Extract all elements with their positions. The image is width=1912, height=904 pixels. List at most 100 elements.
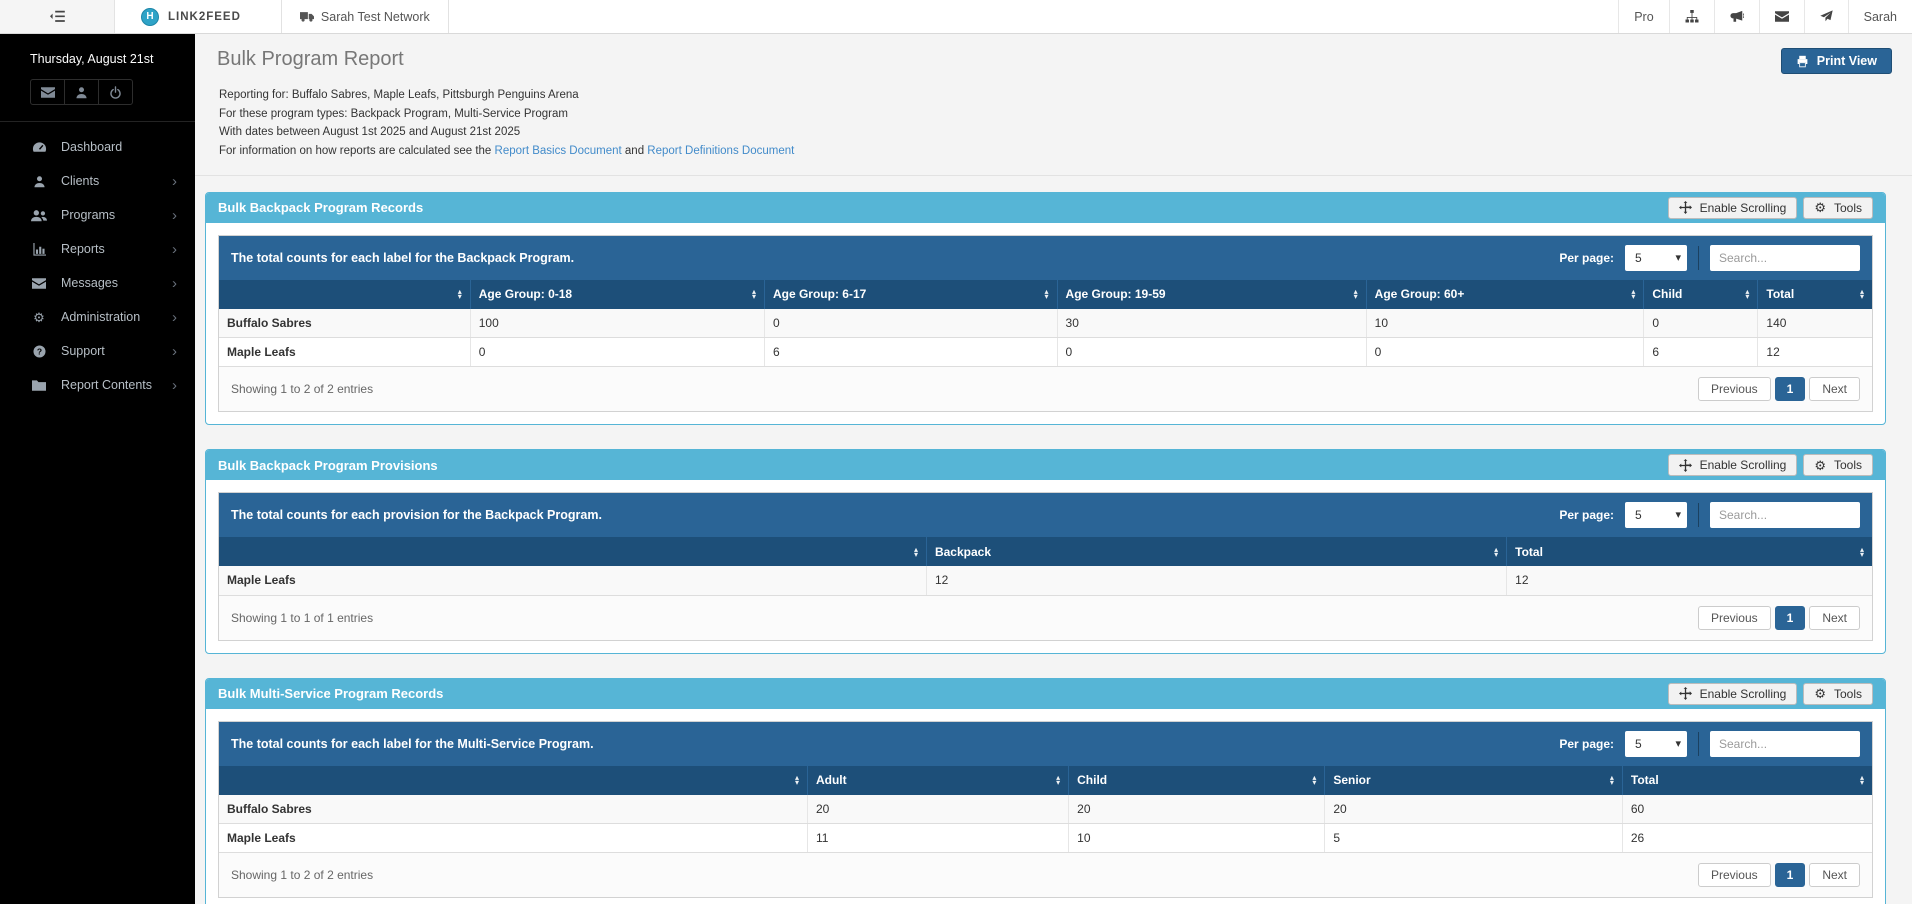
report-info-line: For these program types: Backpack Progra…: [219, 107, 568, 120]
megaphone-icon: [1730, 10, 1744, 23]
column-header[interactable]: Age Group: 19-59 ▴ ▾: [1056, 279, 1367, 309]
column-header[interactable]: Age Group: 60+ ▴ ▾: [1365, 279, 1644, 309]
table-cell: 5: [1324, 823, 1623, 853]
sidebar-item-report-contents[interactable]: Report Contents ›: [0, 368, 195, 402]
table-cell: 60: [1621, 794, 1872, 824]
sidebar-item-support[interactable]: ? Support ›: [0, 334, 195, 368]
per-page-label: Per page:: [1559, 736, 1614, 751]
column-header[interactable]: Age Group: 0-18 ▴ ▾: [469, 279, 765, 309]
network-tab[interactable]: Sarah Test Network: [280, 0, 449, 33]
per-page-select[interactable]: 5: [1625, 730, 1687, 757]
controls-divider: [1698, 245, 1699, 270]
brand: H LINK2FEED: [115, 0, 281, 33]
chevron-right-icon: ›: [172, 342, 177, 360]
panel-bulk-multi-service-program-records: Bulk Multi-Service Program Records Enable…: [205, 677, 1886, 904]
sidebar-quick-actions: [30, 79, 133, 105]
column-header[interactable]: Child ▴ ▾: [1643, 279, 1758, 309]
column-header[interactable]: Adult ▴ ▾: [806, 765, 1069, 795]
envelope-quick-button[interactable]: [30, 79, 65, 105]
report-definitions-link[interactable]: Report Definitions Document: [647, 144, 795, 157]
page-1-button[interactable]: 1: [1774, 377, 1806, 401]
sidebar-item-label: Support: [61, 344, 105, 358]
per-page-select[interactable]: 5: [1625, 244, 1687, 271]
sitemap-menu-item[interactable]: [1668, 0, 1714, 33]
column-header[interactable]: Senior ▴ ▾: [1324, 765, 1623, 795]
enable-scrolling-button[interactable]: Enable Scrolling: [1667, 454, 1798, 476]
column-header[interactable]: ▴ ▾: [219, 279, 471, 309]
next-page-button[interactable]: Next: [1809, 605, 1860, 630]
column-header[interactable]: Backpack ▴ ▾: [925, 537, 1507, 566]
folder-icon: [30, 379, 48, 391]
previous-page-button[interactable]: Previous: [1697, 605, 1771, 630]
column-header[interactable]: Total ▴ ▾: [1621, 765, 1872, 795]
search-input[interactable]: [1710, 502, 1860, 528]
sort-icon: ▴ ▾: [1609, 773, 1614, 787]
search-input[interactable]: [1710, 730, 1860, 757]
tools-button[interactable]: ⚙ Tools: [1803, 682, 1873, 705]
envelope-menu-item[interactable]: [1758, 0, 1804, 33]
tools-button[interactable]: ⚙ Tools: [1803, 454, 1873, 476]
column-header[interactable]: ▴ ▾: [219, 765, 808, 795]
enable-scrolling-button[interactable]: Enable Scrolling: [1667, 682, 1798, 705]
sidebar-item-dashboard[interactable]: Dashboard: [0, 130, 195, 164]
page-1-button[interactable]: 1: [1774, 605, 1806, 630]
enable-scrolling-button[interactable]: Enable Scrolling: [1667, 196, 1798, 219]
previous-page-button[interactable]: Previous: [1697, 863, 1771, 887]
data-table: ▴ ▾ Backpack ▴ ▾ Total ▴ ▾ Maple Leafs 12 12: [219, 537, 1872, 596]
user-quick-button[interactable]: [64, 79, 99, 105]
printer-icon: [1796, 55, 1809, 68]
sort-icon: ▴ ▾: [1056, 773, 1061, 787]
chevron-right-icon: ›: [172, 172, 177, 190]
previous-page-button[interactable]: Previous: [1697, 377, 1771, 401]
table-cell: 6: [763, 337, 1058, 367]
tools-label: Tools: [1833, 686, 1862, 701]
table-cell: 0: [1365, 337, 1644, 367]
enable-scrolling-label: Enable Scrolling: [1699, 200, 1787, 215]
sort-icon: ▴ ▾: [1859, 544, 1864, 559]
sidebar-menu: Dashboard Clients › Programs › Reports › Messag…: [0, 121, 195, 402]
panel-bulk-backpack-program-records: Bulk Backpack Program Records Enable Scro…: [205, 191, 1886, 425]
sidebar-item-label: Administration: [61, 310, 141, 324]
user-menu[interactable]: Sarah: [1847, 0, 1912, 33]
print-view-label: Print View: [1816, 54, 1877, 68]
page-1-button[interactable]: 1: [1774, 863, 1806, 887]
next-page-button[interactable]: Next: [1809, 377, 1860, 401]
report-basics-link[interactable]: Report Basics Document: [494, 144, 622, 157]
sidebar-item-label: Reports: [61, 242, 105, 256]
print-view-button[interactable]: Print View: [1780, 48, 1892, 74]
report-info-text: For information on how reports are calcu…: [219, 144, 495, 157]
search-input[interactable]: [1710, 244, 1860, 271]
next-page-button[interactable]: Next: [1809, 863, 1860, 887]
sort-icon: ▴ ▾: [913, 544, 918, 559]
paper-plane-menu-item[interactable]: [1803, 0, 1848, 33]
user-icon: [75, 86, 88, 99]
tools-button[interactable]: ⚙ Tools: [1803, 196, 1873, 219]
table-cell: 12: [925, 566, 1507, 596]
column-header[interactable]: ▴ ▾: [219, 537, 927, 566]
sort-icon: ▴ ▾: [1745, 287, 1750, 301]
sidebar-item-messages[interactable]: Messages ›: [0, 266, 195, 300]
column-header[interactable]: Child ▴ ▾: [1068, 765, 1325, 795]
user-name: Sarah: [1863, 9, 1897, 24]
column-header-label: Adult: [815, 773, 847, 787]
megaphone-menu-item[interactable]: [1713, 0, 1759, 33]
sidebar-item-programs[interactable]: Programs ›: [0, 198, 195, 232]
panel-bulk-backpack-program-provisions: Bulk Backpack Program Provisions Enable S…: [205, 449, 1886, 654]
content-divider: [195, 174, 1912, 176]
power-quick-button[interactable]: [98, 79, 133, 105]
user-icon: [30, 175, 48, 188]
table-cell: 140: [1757, 308, 1872, 338]
sidebar-item-reports[interactable]: Reports ›: [0, 232, 195, 266]
column-header[interactable]: Total ▴ ▾: [1506, 537, 1872, 566]
column-header[interactable]: Age Group: 6-17 ▴ ▾: [763, 279, 1058, 309]
table-cell: 0: [469, 337, 765, 367]
column-header[interactable]: Total ▴ ▾: [1757, 279, 1872, 309]
pro-menu-item[interactable]: Pro: [1618, 0, 1668, 33]
panel-title: Bulk Multi-Service Program Records: [218, 686, 444, 701]
per-page-select[interactable]: 5: [1625, 502, 1687, 528]
sidebar-item-administration[interactable]: ⚙ Administration ›: [0, 300, 195, 334]
chevron-right-icon: ›: [172, 206, 177, 224]
sidebar-item-clients[interactable]: Clients ›: [0, 164, 195, 198]
chevron-right-icon: ›: [172, 308, 177, 326]
sidebar-toggle-button[interactable]: [0, 0, 115, 33]
